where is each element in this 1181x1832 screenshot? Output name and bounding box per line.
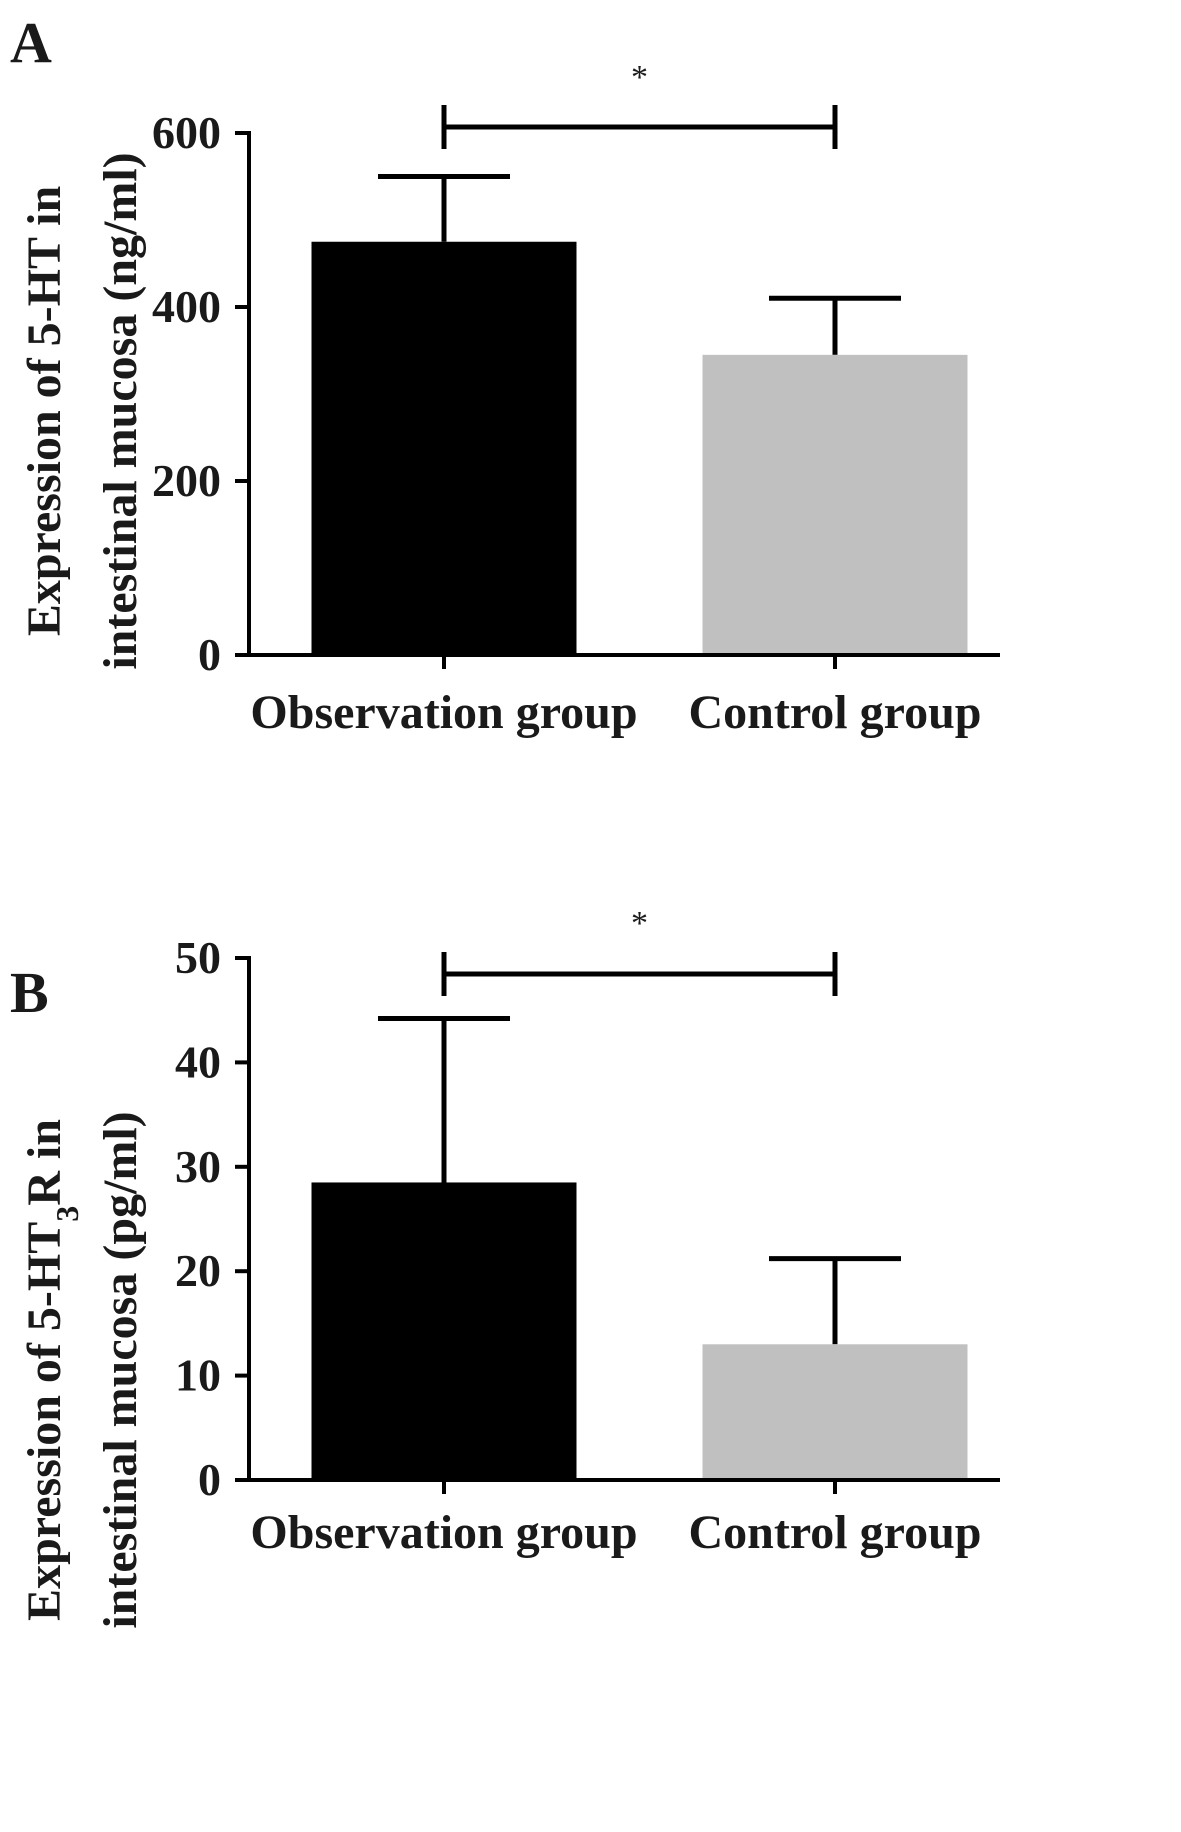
panel-a-bar-0 xyxy=(311,241,577,655)
panel-b-ytick-label-5: 50 xyxy=(175,932,221,983)
panel-b-ylabel-line1: Expression of 5-HT3R in xyxy=(18,1119,85,1621)
panel-b-ylabel-pre: Expression of 5-HT xyxy=(18,1222,71,1621)
panel-b-bar-0 xyxy=(311,1182,577,1480)
panel-b-ytick-label-3: 30 xyxy=(175,1141,221,1192)
panel-b-ylabel-line2: intestinal mucosa (pg/ml) xyxy=(94,1111,147,1628)
panel-a-ylabel-line2: intestinal mucosa (ng/ml) xyxy=(94,152,147,669)
panel-b-ytick-label-1: 10 xyxy=(175,1350,221,1401)
panel-a-category-label-0: Observation group xyxy=(250,686,637,739)
panel-a-category-label-1: Control group xyxy=(689,686,982,739)
panel-a: A Expression of 5-HT in intestinal mucos… xyxy=(10,10,1000,739)
panel-a-ylabel-line1: Expression of 5-HT in xyxy=(18,186,71,636)
panel-b-ylabel-post: R in xyxy=(18,1119,71,1206)
panel-b-ytick-label-2: 20 xyxy=(175,1245,221,1296)
panel-a-letter: A xyxy=(10,10,52,75)
panel-b-category-label-0: Observation group xyxy=(250,1506,637,1559)
panel-b-ylabel-sub: 3 xyxy=(49,1206,85,1222)
panel-a-plot: 0 200 400 600 Observation group Control group… xyxy=(152,59,1000,739)
panel-a-ytick-label-1: 200 xyxy=(152,455,221,506)
panel-b-bar-1 xyxy=(702,1344,968,1480)
panel-b-category-label-1: Control group xyxy=(689,1506,982,1559)
panel-b-letter: B xyxy=(10,960,49,1025)
panel-a-ytick-label-3: 600 xyxy=(152,107,221,158)
panel-b: B Expression of 5-HT3R in intestinal muc… xyxy=(10,905,1000,1629)
panel-b-ytick-label-4: 40 xyxy=(175,1036,221,1087)
panel-b-plot: 0 10 20 30 40 50 Observation group Control grou… xyxy=(175,905,1000,1559)
panel-a-significance: * xyxy=(631,59,648,96)
panel-a-ytick-label-0: 0 xyxy=(198,629,221,680)
panel-a-bar-1 xyxy=(702,354,968,655)
panel-b-ytick-label-0: 0 xyxy=(198,1454,221,1505)
panel-a-ytick-label-2: 400 xyxy=(152,281,221,332)
panel-b-significance: * xyxy=(631,905,648,942)
